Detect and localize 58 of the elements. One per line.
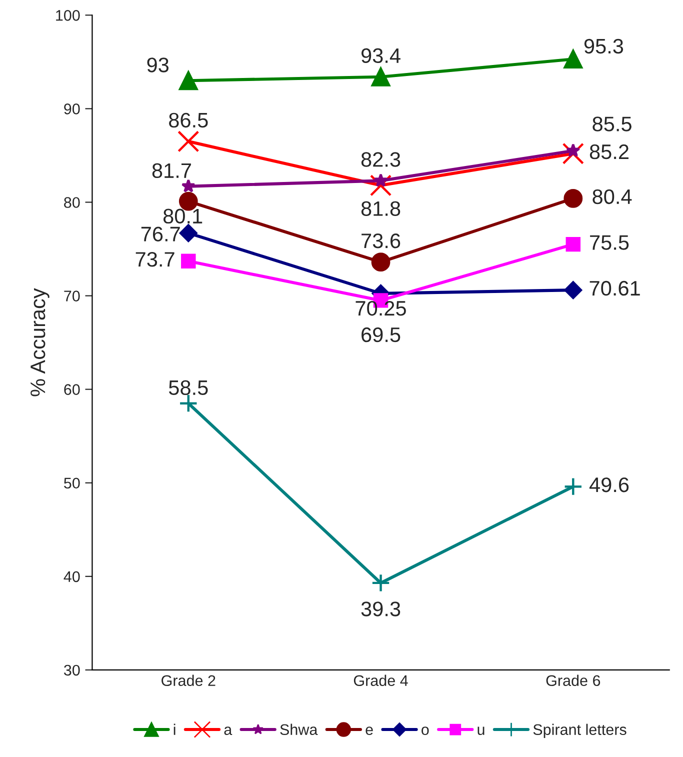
y-tick-label: 50 <box>64 478 80 489</box>
y-axis-title: % Accuracy <box>30 288 50 396</box>
point <box>181 178 196 192</box>
x-tick-label: Grade 6 <box>546 674 600 686</box>
data-label: 70.61 <box>590 280 640 296</box>
point <box>179 224 198 242</box>
data-label: 75.5 <box>590 235 629 250</box>
point <box>178 130 200 152</box>
y-tick-label: 30 <box>64 664 80 676</box>
y-tick-label: 80 <box>64 197 80 208</box>
data-label: 80.1 <box>163 208 202 224</box>
point <box>374 173 388 187</box>
legend-label: a <box>224 726 232 736</box>
data-label: 82.3 <box>361 152 400 167</box>
data-label: 69.5 <box>362 327 400 342</box>
point <box>562 142 584 164</box>
legend-label: Spirant letters <box>533 724 626 738</box>
data-label: 85.2 <box>590 144 628 160</box>
data-label: 39.3 <box>361 602 400 616</box>
point <box>566 236 581 252</box>
x-tick-label: Grade 2 <box>162 674 216 686</box>
data-label: 81.8 <box>361 201 400 216</box>
point <box>371 574 390 592</box>
legend-label: o <box>422 726 429 736</box>
point <box>564 477 583 496</box>
y-tick-label: 90 <box>64 104 80 114</box>
data-label: 86.5 <box>169 112 208 128</box>
legend-label: e <box>366 726 373 736</box>
legend-label: Shwa <box>280 724 318 736</box>
data-label: 95.3 <box>584 38 624 54</box>
data-label: 49.6 <box>589 477 629 492</box>
point <box>371 67 390 86</box>
x-tick-label: Grade 4 <box>354 674 408 686</box>
data-label: 76.7 <box>141 226 180 242</box>
legend-label: u <box>478 726 484 736</box>
point <box>564 189 583 208</box>
data-label: 73.6 <box>362 233 400 248</box>
data-label: 85.5 <box>592 116 632 132</box>
data-label: 80.4 <box>592 189 632 204</box>
point <box>178 71 198 90</box>
data-label: 93.4 <box>361 48 400 64</box>
data-label: 58.5 <box>168 380 208 396</box>
data-label: 81.7 <box>152 163 191 178</box>
y-tick-label: 70 <box>64 290 80 302</box>
y-tick-label: 40 <box>64 571 80 582</box>
point <box>371 252 390 272</box>
point <box>181 254 196 269</box>
point <box>564 50 583 69</box>
point <box>566 143 580 157</box>
point <box>564 281 582 300</box>
data-label: 73.7 <box>136 252 174 267</box>
point <box>370 174 392 196</box>
y-tick-label: 60 <box>64 384 80 395</box>
data-label: 93 <box>147 58 169 72</box>
data-label: 70.25 <box>356 300 406 316</box>
legend-label: i <box>174 724 176 735</box>
point <box>178 394 198 413</box>
y-tick-label: 100 <box>56 10 80 21</box>
